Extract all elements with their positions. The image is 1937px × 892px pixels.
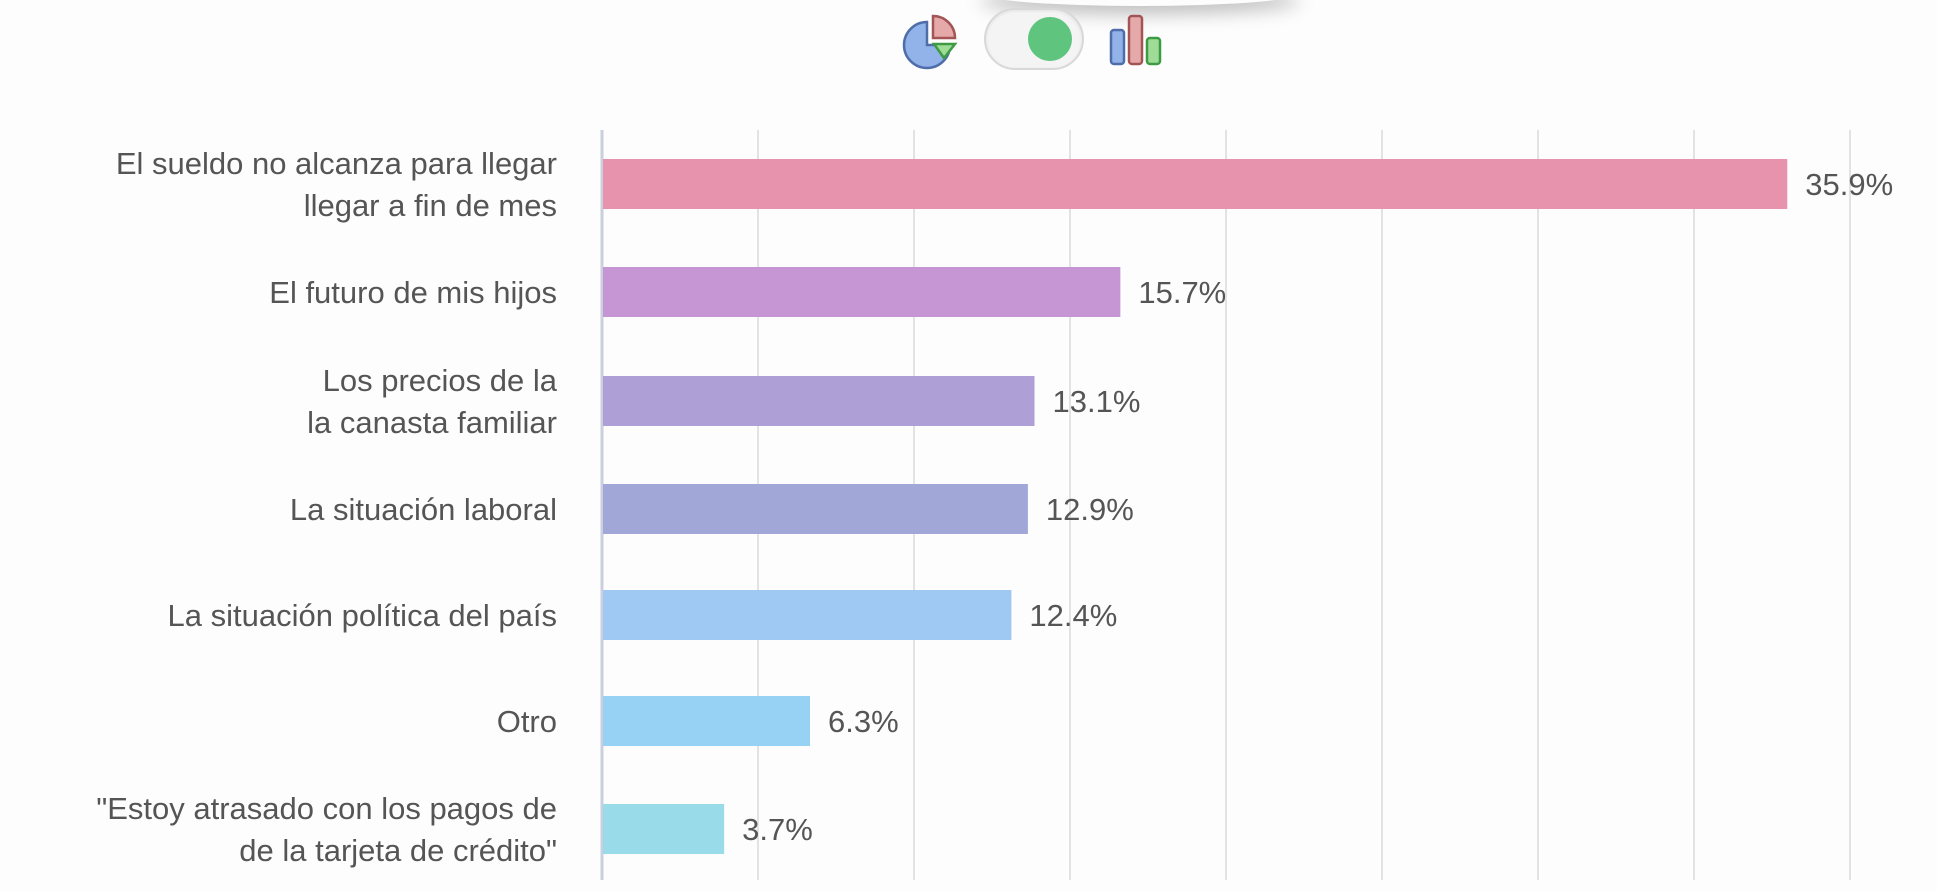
chart-view-toggle bbox=[0, 0, 1937, 90]
category-label: "Estoy atrasado con los pagos de bbox=[96, 791, 557, 826]
switch-knob bbox=[1028, 17, 1072, 61]
value-label: 12.9% bbox=[1046, 492, 1134, 527]
bars bbox=[603, 159, 1788, 854]
category-label: La situación política del país bbox=[168, 598, 557, 633]
bar[interactable] bbox=[603, 804, 725, 854]
category-label: llegar a fin de mes bbox=[304, 188, 557, 223]
category-label: Los precios de la bbox=[323, 363, 558, 398]
tooltip-shadow bbox=[980, 0, 1300, 6]
category-labels: El sueldo no alcanza para llegar llegar a… bbox=[96, 146, 558, 868]
category-label: la canasta familiar bbox=[307, 405, 557, 440]
bar[interactable] bbox=[603, 376, 1035, 426]
bar[interactable] bbox=[603, 267, 1121, 317]
category-label: Otro bbox=[497, 704, 557, 739]
category-label: El futuro de mis hijos bbox=[269, 275, 557, 310]
category-label: El sueldo no alcanza para llegar bbox=[116, 146, 557, 181]
pie-chart-icon[interactable] bbox=[897, 8, 963, 74]
value-label: 3.7% bbox=[742, 812, 813, 847]
category-label: de la tarjeta de crédito" bbox=[239, 833, 557, 868]
value-label: 35.9% bbox=[1805, 167, 1893, 202]
value-labels: 35.9% 15.7% 13.1% 12.9% 12.4% 6.3% 3.7% bbox=[742, 167, 1893, 847]
chart-type-switch[interactable] bbox=[984, 8, 1084, 70]
value-label: 13.1% bbox=[1053, 384, 1141, 419]
bar[interactable] bbox=[603, 696, 810, 746]
value-label: 12.4% bbox=[1029, 598, 1117, 633]
bar-chart-icon[interactable] bbox=[1107, 10, 1169, 72]
value-label: 15.7% bbox=[1138, 275, 1226, 310]
bar[interactable] bbox=[603, 590, 1012, 640]
bar[interactable] bbox=[603, 159, 1788, 209]
bar[interactable] bbox=[603, 484, 1028, 534]
value-label: 6.3% bbox=[828, 704, 899, 739]
category-label: La situación laboral bbox=[290, 492, 557, 527]
